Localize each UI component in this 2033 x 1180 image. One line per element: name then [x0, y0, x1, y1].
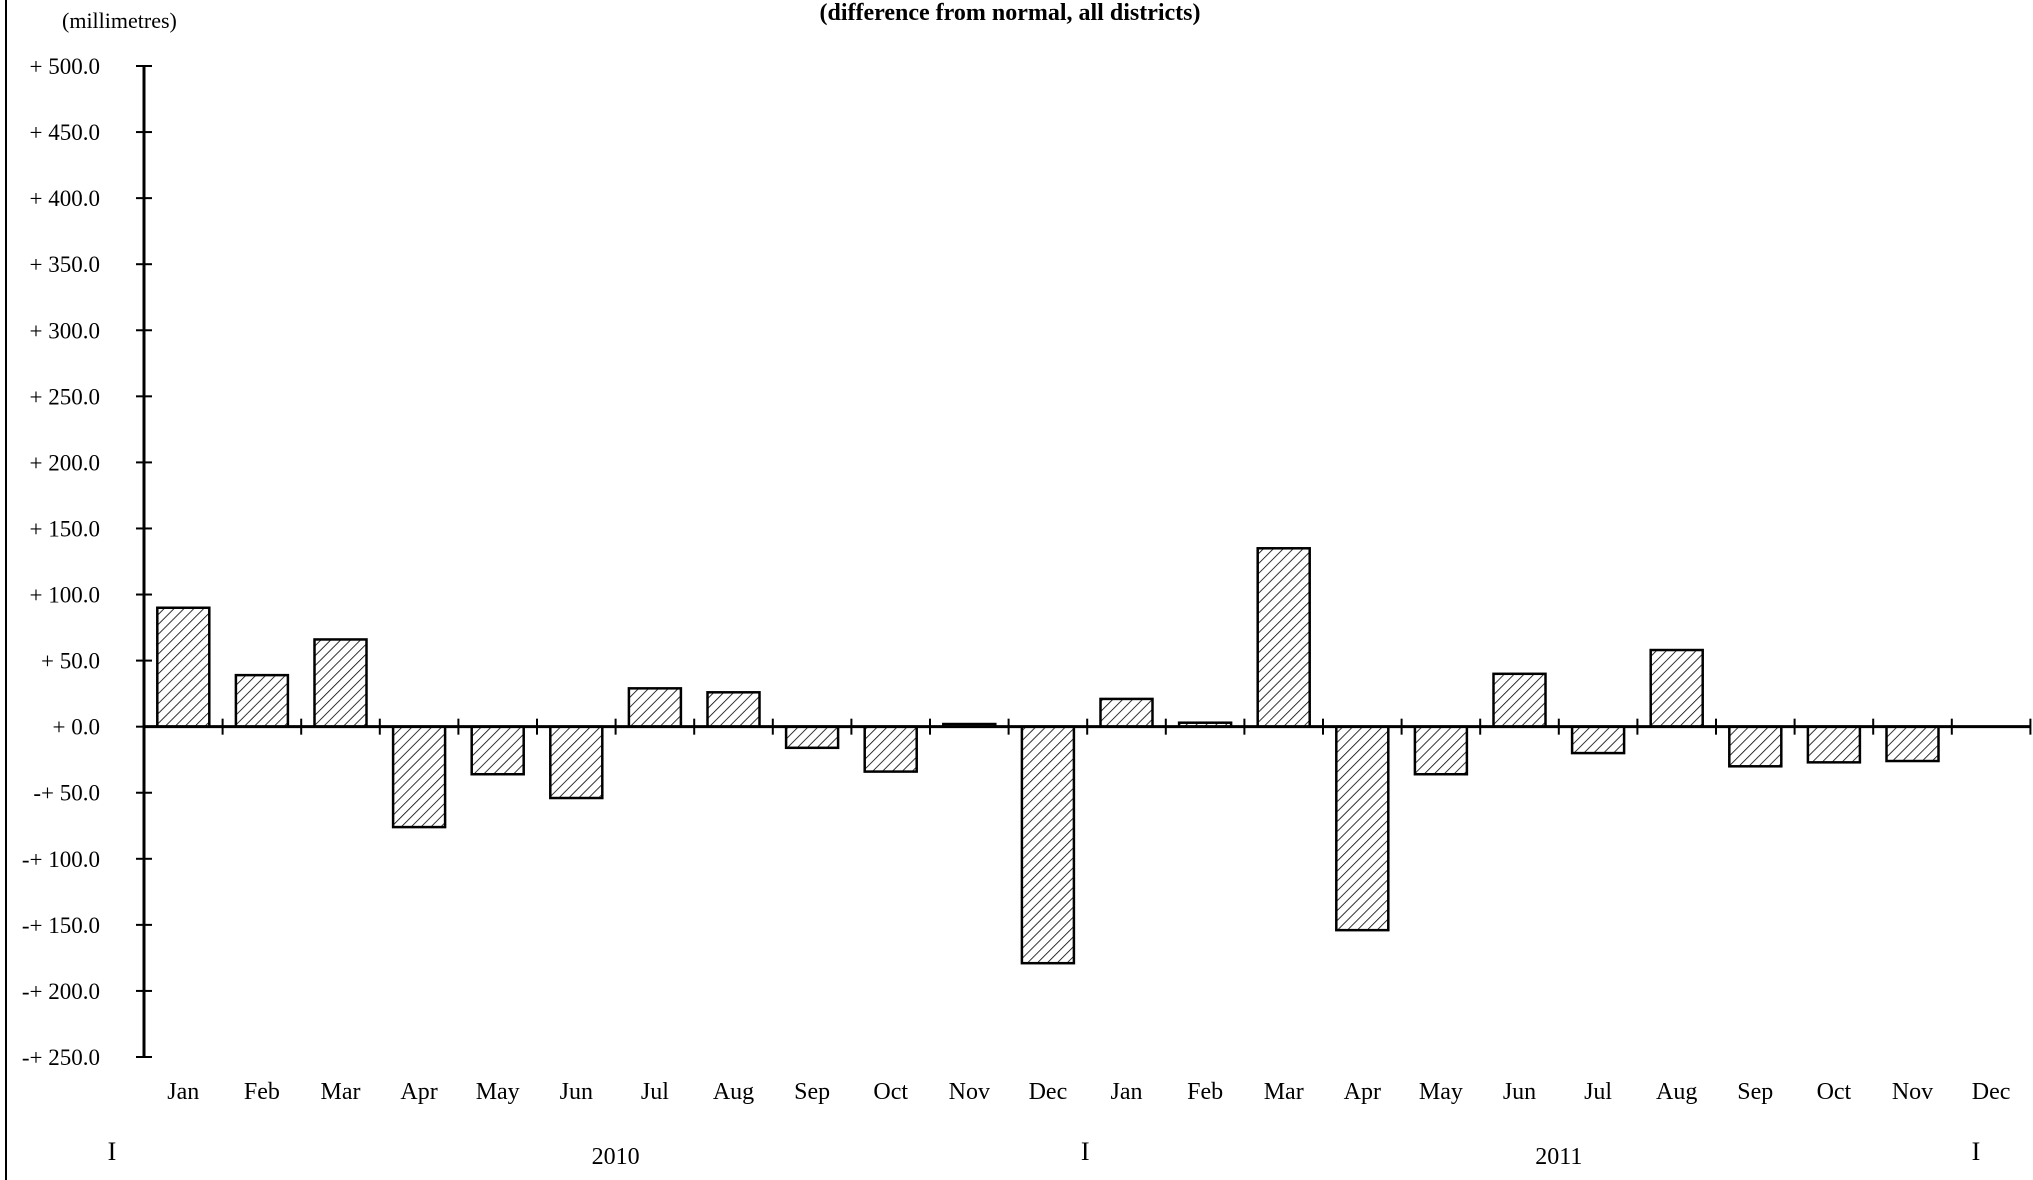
y-tick-label: + 150.0	[30, 516, 100, 541]
bar	[313, 638, 368, 728]
x-tick-label: Sep	[794, 1079, 830, 1105]
y-tick-label: + 300.0	[30, 318, 100, 343]
bar	[1649, 648, 1704, 728]
year-label: 2010	[592, 1144, 640, 1170]
bar	[1335, 725, 1390, 932]
x-tick-label: Mar	[1264, 1079, 1304, 1105]
chart-subtitle: (difference from normal, all districts)	[819, 0, 1200, 26]
x-axis	[143, 718, 2032, 735]
x-tick-label: Oct	[873, 1079, 908, 1105]
bar	[863, 725, 918, 773]
y-tick-label: + 250.0	[30, 384, 100, 409]
y-tick-label: + 500.0	[30, 54, 100, 79]
bar	[156, 606, 211, 728]
x-tick-label: Apr	[1344, 1079, 1381, 1105]
y-tick-label: -+ 250.0	[22, 1045, 100, 1070]
y-tick-label: -+ 100.0	[22, 847, 100, 872]
bar	[1020, 725, 1076, 965]
x-tick-label: Jul	[641, 1079, 669, 1105]
y-tick-label: -+ 150.0	[22, 913, 100, 938]
year-separator: I	[108, 1137, 117, 1166]
y-tick-label: + 400.0	[30, 186, 100, 211]
bar	[234, 673, 290, 728]
x-tick-label: May	[476, 1079, 520, 1105]
bar	[784, 725, 840, 750]
bar	[1099, 697, 1154, 728]
x-tick-label: Jan	[1111, 1079, 1143, 1105]
x-axis-labels: Jan Feb Mar Apr May Jun Jul Aug Sep Oct Nov Dec Jan F…	[167, 1079, 2010, 1105]
year-separator: I	[1081, 1137, 1090, 1166]
bar	[470, 725, 525, 776]
y-tick-label: + 350.0	[30, 252, 100, 277]
bar	[1728, 725, 1783, 768]
x-tick-label: Feb	[1187, 1079, 1223, 1105]
bar	[706, 691, 761, 728]
x-tick-label: Dec	[1029, 1079, 1068, 1105]
unit-label: (millimetres)	[62, 8, 177, 33]
x-tick-label: Jun	[1503, 1079, 1536, 1105]
bars	[156, 547, 1940, 965]
y-tick-label: -+ 50.0	[33, 781, 100, 806]
x-tick-label: May	[1419, 1079, 1463, 1105]
bar	[1806, 725, 1862, 764]
x-tick-label: Nov	[1892, 1079, 1933, 1105]
bar	[1413, 725, 1469, 776]
bar	[391, 725, 447, 829]
x-tick-label: Apr	[400, 1079, 437, 1105]
bar	[627, 687, 683, 728]
x-tick-label: Aug	[713, 1079, 754, 1105]
y-tick-label: + 50.0	[41, 649, 100, 674]
x-tick-label: Jan	[167, 1079, 199, 1105]
y-tick-label: + 100.0	[30, 583, 100, 608]
x-tick-label: Jun	[560, 1079, 593, 1105]
year-labels: I I I 2010 2011	[108, 1137, 1981, 1170]
x-tick-label: Jul	[1584, 1079, 1612, 1105]
year-separator: I	[1972, 1137, 1981, 1166]
y-tick-label: + 200.0	[30, 450, 100, 475]
y-axis: + 500.0 + 450.0 + 400.0 + 350.0 + 300.0 + 250…	[22, 54, 152, 1070]
x-tick-label: Sep	[1737, 1079, 1773, 1105]
bar	[1492, 672, 1547, 728]
x-tick-label: Feb	[244, 1079, 280, 1105]
x-tick-label: Aug	[1656, 1079, 1697, 1105]
x-tick-label: Mar	[321, 1079, 361, 1105]
y-tick-label: + 0.0	[53, 715, 100, 740]
y-tick-label: + 450.0	[30, 120, 100, 145]
bar	[1885, 725, 1940, 763]
bar	[549, 725, 604, 800]
x-tick-label: Oct	[1817, 1079, 1852, 1105]
x-tick-label: Nov	[949, 1079, 990, 1105]
year-label: 2011	[1535, 1144, 1582, 1170]
y-tick-label: -+ 200.0	[22, 979, 100, 1004]
bar	[1570, 725, 1626, 755]
x-tick-label: Dec	[1972, 1079, 2011, 1105]
bar	[1256, 547, 1311, 728]
